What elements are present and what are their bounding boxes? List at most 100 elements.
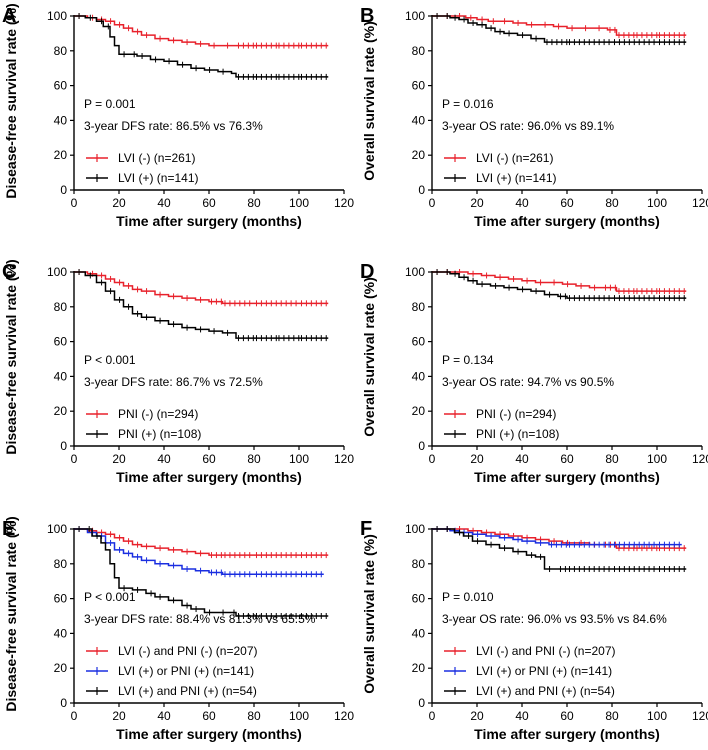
censor-marks-3 <box>436 526 685 573</box>
survival-curve-2 <box>74 15 329 78</box>
y-tick-label: 100 <box>405 9 425 23</box>
x-tick-label: 100 <box>289 196 309 210</box>
legend-label-2: LVI (+) (n=141) <box>476 171 556 185</box>
y-tick-label: 40 <box>54 369 68 383</box>
y-tick-label: 20 <box>54 404 68 418</box>
y-tick-label: 100 <box>47 265 67 279</box>
survival-rate-text: 3-year OS rate: 96.0% vs 89.1% <box>442 119 614 133</box>
x-tick-label: 60 <box>202 196 216 210</box>
x-tick-label: 120 <box>692 196 708 210</box>
panel-letter: C <box>2 261 16 283</box>
y-tick-label: 40 <box>54 626 68 640</box>
censor-marks-1 <box>436 526 685 552</box>
y-tick-label: 0 <box>60 439 67 453</box>
panel-letter: F <box>360 518 372 540</box>
x-tick-label: 0 <box>71 709 78 723</box>
y-tick-label: 20 <box>54 661 68 675</box>
x-tick-label: 120 <box>692 452 708 466</box>
survival-curve-3 <box>74 528 329 617</box>
x-tick-label: 40 <box>157 452 171 466</box>
y-tick-label: 0 <box>60 183 67 197</box>
panel-f: F 0 20 40 60 80 100 120 0 20 40 60 80 100 Time after s… <box>360 518 708 742</box>
y-tick-label: 20 <box>54 148 68 162</box>
y-tick-label: 60 <box>412 79 426 93</box>
y-tick-label: 20 <box>412 148 426 162</box>
x-tick-label: 100 <box>289 452 309 466</box>
legend-label-2: PNI (+) (n=108) <box>476 427 559 441</box>
y-tick-label: 100 <box>405 265 425 279</box>
p-value-text: P = 0.001 <box>84 97 136 111</box>
panel-letter: A <box>2 5 16 27</box>
y-tick-label: 20 <box>412 661 426 675</box>
x-tick-label: 0 <box>429 709 436 723</box>
y-tick-label: 60 <box>54 592 68 606</box>
y-axis-label: Overall survival rate (%) <box>361 534 377 694</box>
y-tick-label: 40 <box>54 113 68 127</box>
x-tick-label: 100 <box>289 709 309 723</box>
x-tick-label: 120 <box>334 452 354 466</box>
panel-c: C 0 20 40 60 80 100 120 0 20 40 60 80 100 Time after s… <box>2 259 354 485</box>
p-value-text: P < 0.001 <box>84 590 136 604</box>
x-tick-label: 0 <box>71 196 78 210</box>
x-tick-label: 80 <box>605 196 619 210</box>
x-axis-label: Time after surgery (months) <box>116 469 302 485</box>
censor-marks-3 <box>78 526 327 619</box>
x-tick-label: 120 <box>692 709 708 723</box>
y-tick-label: 100 <box>405 522 425 536</box>
y-tick-label: 0 <box>418 439 425 453</box>
legend-label-1: LVI (-) (n=261) <box>118 151 195 165</box>
survival-curve-1 <box>74 15 329 47</box>
y-tick-label: 40 <box>412 113 426 127</box>
panel-e: E 0 20 40 60 80 100 120 0 20 40 60 80 100 Time after s… <box>2 516 354 742</box>
censor-marks-2 <box>78 13 327 80</box>
y-tick-label: 20 <box>412 404 426 418</box>
x-axis-label: Time after surgery (months) <box>474 213 660 229</box>
x-tick-label: 60 <box>560 709 574 723</box>
survival-rate-text: 3-year OS rate: 94.7% vs 90.5% <box>442 375 614 389</box>
x-tick-label: 120 <box>334 196 354 210</box>
survival-curve-2 <box>432 271 687 299</box>
censor-marks-1 <box>78 526 327 559</box>
p-value-text: P = 0.010 <box>442 590 494 604</box>
y-tick-label: 40 <box>412 369 426 383</box>
x-tick-label: 20 <box>470 196 484 210</box>
x-axis-label: Time after surgery (months) <box>116 213 302 229</box>
y-axis-label: Overall survival rate (%) <box>361 21 377 181</box>
x-tick-label: 100 <box>647 709 667 723</box>
x-tick-label: 40 <box>157 196 171 210</box>
y-tick-label: 100 <box>47 9 67 23</box>
survival-curve-1 <box>432 15 687 36</box>
x-axis-label: Time after surgery (months) <box>474 469 660 485</box>
x-tick-label: 60 <box>560 452 574 466</box>
y-axis-label: Disease-free survival rate (%) <box>3 516 19 711</box>
y-tick-label: 0 <box>418 183 425 197</box>
survival-curve-2 <box>432 15 687 43</box>
survival-rate-text: 3-year DFS rate: 86.5% vs 76.3% <box>84 119 263 133</box>
censor-marks-2 <box>436 13 685 46</box>
x-tick-label: 40 <box>515 196 529 210</box>
panel-b: B 0 20 40 60 80 100 120 0 20 40 60 80 100 Time after s… <box>360 5 708 229</box>
x-tick-label: 80 <box>605 452 619 466</box>
x-tick-label: 80 <box>247 709 261 723</box>
panel-d: D 0 20 40 60 80 100 120 0 20 40 60 80 100 Time after s… <box>360 261 708 485</box>
x-tick-label: 0 <box>429 452 436 466</box>
x-tick-label: 100 <box>647 196 667 210</box>
y-axis-label: Disease-free survival rate (%) <box>3 3 19 198</box>
x-tick-label: 80 <box>247 452 261 466</box>
y-axis-label: Overall survival rate (%) <box>361 277 377 437</box>
y-tick-label: 60 <box>412 335 426 349</box>
legend-label-2: LVI (+) (n=141) <box>118 171 198 185</box>
x-tick-label: 20 <box>470 709 484 723</box>
censor-marks-1 <box>78 269 327 307</box>
survival-curve-3 <box>432 528 687 570</box>
y-axis-label: Disease-free survival rate (%) <box>3 259 19 454</box>
y-tick-label: 80 <box>54 557 68 571</box>
survival-curve-1 <box>74 271 329 305</box>
x-tick-label: 20 <box>112 709 126 723</box>
survival-curve-2 <box>74 528 324 575</box>
legend-label-1: PNI (-) (n=294) <box>476 407 556 421</box>
y-tick-label: 80 <box>54 300 68 314</box>
y-tick-label: 40 <box>412 626 426 640</box>
x-tick-label: 80 <box>247 196 261 210</box>
y-tick-label: 0 <box>60 696 67 710</box>
